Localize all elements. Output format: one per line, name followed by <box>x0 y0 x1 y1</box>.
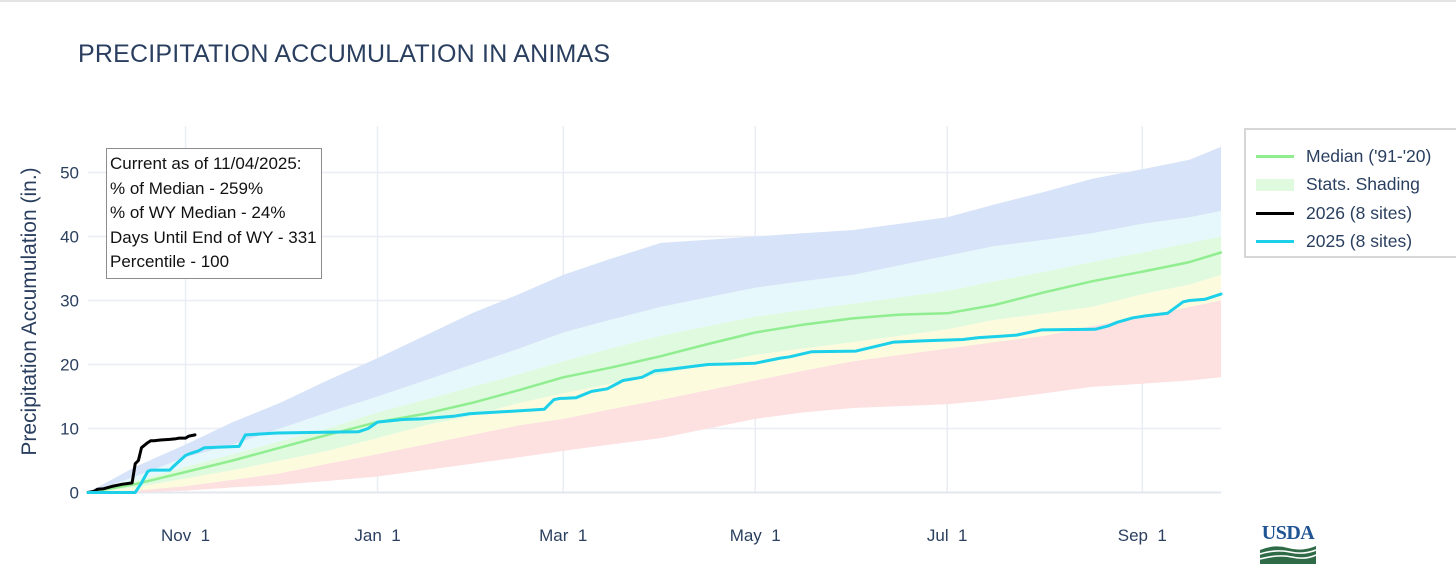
y-tick-label-20: 20 <box>60 356 79 375</box>
info-box: Current as of 11/04/2025: % of Median - … <box>106 148 322 279</box>
legend-item-median[interactable]: Median ('91-'20) <box>1256 142 1456 171</box>
info-percentile: Percentile - 100 <box>110 252 230 271</box>
info-pct-wy-median: % of WY Median - 24% <box>110 203 286 222</box>
info-current-as-of: Current as of 11/04/2025: <box>110 154 302 173</box>
band-p30-p70 <box>88 236 1221 493</box>
axes: 0 10 20 30 40 50 Nov 1 Jan 1 Mar 1 May 1 Jul 1 Sep … <box>18 164 1167 546</box>
legend-label-2025: 2025 (8 sites) <box>1306 231 1413 252</box>
band-min-p10 <box>88 300 1221 493</box>
legend-swatch-median <box>1256 154 1294 158</box>
x-tick-label-5: Sep 1 <box>1118 526 1167 545</box>
series-2025 <box>86 292 1223 494</box>
band-p10-p30 <box>88 274 1221 493</box>
legend-swatch-2025 <box>1256 240 1294 244</box>
y-tick-label-30: 30 <box>60 292 79 311</box>
x-tick-label-2: Mar 1 <box>539 526 587 545</box>
series-2026 <box>86 433 197 494</box>
x-tick-label-1: Jan 1 <box>354 526 400 545</box>
info-days-until-end: Days Until End of WY - 331 <box>110 227 317 247</box>
x-tick-label-0: Nov 1 <box>161 526 210 545</box>
legend-item-2025[interactable]: 2025 (8 sites) <box>1256 228 1456 257</box>
y-tick-label-10: 10 <box>60 420 79 439</box>
band-p70-p90 <box>88 210 1221 493</box>
x-tick-label-3: May 1 <box>730 526 781 545</box>
legend-label-2026: 2026 (8 sites) <box>1306 202 1413 223</box>
stats-shading <box>88 146 1221 493</box>
usda-logo-text: USDA <box>1261 522 1315 544</box>
legend-swatch-stats-shading <box>1256 178 1294 191</box>
band-p90-max <box>88 146 1221 493</box>
usda-hills-icon <box>1260 546 1316 564</box>
legend-label-median: Median ('91-'20) <box>1306 145 1432 166</box>
legend-swatch-2026 <box>1256 211 1294 215</box>
y-tick-label-40: 40 <box>60 228 79 247</box>
legend-item-2026[interactable]: 2026 (8 sites) <box>1256 199 1456 228</box>
legend-item-stats-shading[interactable]: Stats. Shading <box>1256 171 1456 200</box>
series-lines <box>86 251 1223 494</box>
info-pct-median: % of Median - 259% <box>110 178 264 198</box>
y-axis-title: Precipitation Accumulation (in.) <box>18 167 41 455</box>
legend-label-stats-shading: Stats. Shading <box>1306 174 1420 195</box>
usda-logo[interactable]: USDA <box>1258 523 1318 565</box>
x-tick-label-4: Jul 1 <box>927 526 968 545</box>
legend: Median ('91-'20) Stats. Shading 2026 (8 … <box>1244 128 1456 258</box>
y-tick-label-50: 50 <box>60 164 79 183</box>
chart-title: PRECIPITATION ACCUMULATION IN ANIMAS <box>78 40 611 68</box>
series-median <box>86 251 1223 494</box>
y-tick-label-0: 0 <box>70 484 79 503</box>
